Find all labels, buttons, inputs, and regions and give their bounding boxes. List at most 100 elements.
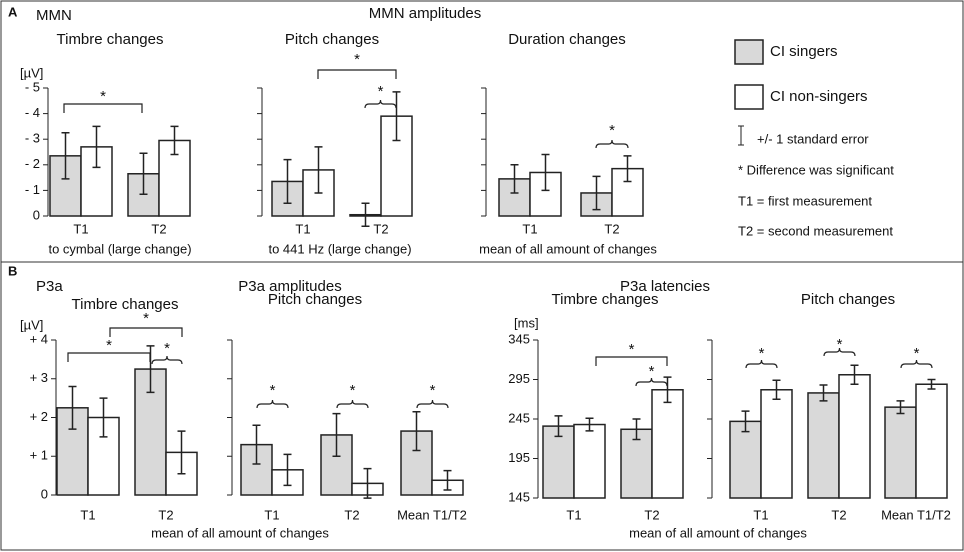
error-bar	[850, 364, 859, 385]
chart-title: Pitch changes	[285, 31, 379, 48]
error-bar	[332, 412, 341, 457]
error-bar	[412, 410, 421, 452]
chart-title: Timbre changes	[72, 296, 179, 313]
significance-star: *	[143, 310, 149, 327]
y-tick-label: - 1	[25, 182, 40, 197]
y-tick-label: 295	[508, 371, 530, 386]
legend-note: * Difference was significant	[738, 162, 894, 177]
legend-swatch	[734, 84, 764, 110]
significance-star: *	[609, 122, 615, 139]
significance-star: *	[837, 336, 843, 353]
y-tick-label: - 3	[25, 131, 40, 146]
y-tick-label: + 4	[30, 331, 48, 346]
x-tick-label: T2	[831, 507, 846, 522]
error-bar	[177, 430, 186, 475]
significance-bracket	[595, 356, 668, 366]
error-bar	[170, 125, 179, 156]
x-axis-label: mean of all amount of changes	[151, 525, 329, 540]
legend-label: CI non-singers	[770, 88, 868, 105]
bar	[573, 423, 606, 499]
significance-bracket	[109, 327, 183, 337]
x-tick-label: Mean T1/T2	[397, 507, 467, 522]
x-axis-label: mean of all amount of changes	[479, 241, 657, 256]
panel-title: MMN amplitudes	[369, 5, 482, 22]
error-bar	[741, 410, 750, 433]
significance-bracket	[900, 359, 933, 369]
bar	[807, 392, 840, 499]
significance-star: *	[164, 340, 170, 357]
bar	[884, 406, 917, 499]
error-bar	[927, 378, 936, 390]
y-tick-label: + 3	[30, 370, 48, 385]
significance-bracket	[416, 399, 449, 409]
x-tick-label: T2	[644, 507, 659, 522]
y-tick-label: + 1	[30, 448, 48, 463]
error-bar	[283, 158, 292, 204]
chart-title: Timbre changes	[552, 291, 659, 308]
x-tick-label: T1	[73, 221, 88, 236]
significance-star: *	[270, 382, 276, 399]
significance-bracket	[67, 352, 151, 362]
legend-swatch	[734, 39, 764, 65]
x-tick-label: T2	[344, 507, 359, 522]
chart-title: Timbre changes	[57, 31, 164, 48]
x-tick-label: T1	[566, 507, 581, 522]
error-bar	[361, 202, 370, 227]
significance-bracket	[256, 399, 289, 409]
x-tick-label: T2	[604, 221, 619, 236]
bar	[838, 374, 871, 499]
error-bar	[772, 379, 781, 400]
y-axis-unit: [µV]	[20, 317, 43, 332]
x-tick-label: T1	[295, 221, 310, 236]
panel-label: MMN	[36, 7, 72, 24]
panel-letter: B	[8, 263, 17, 278]
significance-star: *	[378, 83, 384, 100]
bar	[760, 389, 793, 499]
y-tick-label: + 2	[30, 409, 48, 424]
significance-bracket	[823, 347, 856, 357]
significance-bracket	[595, 139, 629, 149]
y-axis-unit: [µV]	[20, 65, 43, 80]
error-bar	[663, 376, 672, 404]
y-tick-label: 0	[41, 486, 48, 501]
error-bar	[283, 453, 292, 487]
x-tick-label: T1	[522, 221, 537, 236]
error-bar	[392, 91, 401, 142]
error-bar	[314, 146, 323, 194]
error-bar	[443, 469, 452, 491]
x-tick-label: T2	[151, 221, 166, 236]
significance-bracket	[745, 359, 778, 369]
y-tick-label: 195	[508, 450, 530, 465]
bar	[134, 368, 167, 496]
bar	[651, 389, 684, 499]
error-bar	[585, 417, 594, 432]
significance-star: *	[430, 382, 436, 399]
error-bar	[139, 152, 148, 195]
error-bar	[92, 125, 101, 169]
panel-letter: A	[8, 4, 18, 19]
error-bar	[632, 418, 641, 441]
significance-star: *	[106, 337, 112, 354]
x-tick-label: T1	[80, 507, 95, 522]
significance-star: *	[914, 345, 920, 362]
significance-bracket	[63, 103, 143, 113]
y-tick-label: 245	[508, 410, 530, 425]
x-tick-label: T2	[158, 507, 173, 522]
x-axis-label: mean of all amount of changes	[629, 525, 807, 540]
error-bar	[819, 384, 828, 402]
legend-note: T2 = second measurement	[738, 223, 893, 238]
panel-title: P3a latencies	[620, 278, 710, 295]
y-tick-label: 0	[33, 207, 40, 222]
error-bar	[252, 424, 261, 465]
legend-label: CI singers	[770, 43, 838, 60]
x-tick-label: T1	[753, 507, 768, 522]
significance-star: *	[759, 345, 765, 362]
chart-title: Pitch changes	[801, 291, 895, 308]
y-axis-unit: [ms]	[514, 315, 539, 330]
significance-bracket	[151, 355, 183, 365]
significance-bracket	[635, 377, 668, 387]
y-tick-label: - 2	[25, 156, 40, 171]
significance-bracket	[336, 399, 369, 409]
x-axis-label: to cymbal (large change)	[48, 241, 191, 256]
